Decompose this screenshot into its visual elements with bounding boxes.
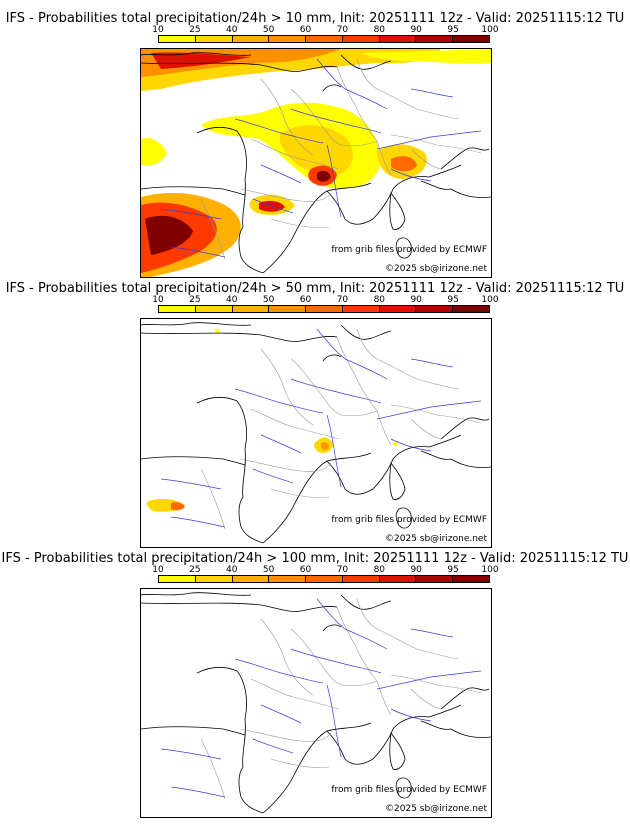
colorbar-segment xyxy=(453,576,490,582)
map-svg xyxy=(141,49,491,277)
panel-title: IFS - Probabilities total precipitation/… xyxy=(5,11,625,26)
precip-area-west-coast xyxy=(141,137,167,166)
colorbar-segment xyxy=(269,576,307,582)
colorbar-segment xyxy=(269,306,307,312)
copyright: ©2025 sb@irizone.net xyxy=(385,804,487,814)
precip-map[interactable]: from grib files provided by ECMWF ©2025 … xyxy=(140,588,492,818)
tick-label: 100 xyxy=(481,25,499,35)
colorbar-segment xyxy=(195,306,233,312)
tick-label: 90 xyxy=(410,25,422,35)
tick-label: 10 xyxy=(152,565,164,575)
tick-label: 50 xyxy=(262,565,275,575)
precip-area-southeast-core xyxy=(391,156,417,172)
colorbar-segment xyxy=(342,306,380,312)
source-credit: from grib files provided by ECMWF xyxy=(331,785,487,795)
panel-title: IFS - Probabilities total precipitation/… xyxy=(5,281,625,296)
colorbar-segment xyxy=(379,576,417,582)
colorbar-segment xyxy=(416,36,454,42)
colorbar xyxy=(158,35,490,43)
colorbar-segment xyxy=(453,36,490,42)
source-credit: from grib files provided by ECMWF xyxy=(331,245,487,255)
tick-label: 70 xyxy=(336,565,349,575)
colorbar-segment xyxy=(416,576,454,582)
tick-label: 10 xyxy=(152,25,164,35)
tick-label: 70 xyxy=(336,25,349,35)
colorbar-segment xyxy=(232,576,270,582)
tick-label: 60 xyxy=(299,565,312,575)
colorbar xyxy=(158,575,490,583)
colorbar-segment xyxy=(195,576,233,582)
colorbar-ticks: 10 25 40 50 60 70 80 90 95 100 xyxy=(152,295,498,305)
colorbar-segment xyxy=(453,306,490,312)
tick-label: 60 xyxy=(299,295,312,305)
colorbar-segment xyxy=(159,36,196,42)
tick-label: 40 xyxy=(226,25,238,35)
tick-label: 90 xyxy=(410,565,422,575)
tick-label: 80 xyxy=(373,565,386,575)
tick-label: 95 xyxy=(447,565,459,575)
colorbar-segment xyxy=(416,306,454,312)
copyright: ©2025 sb@irizone.net xyxy=(385,264,487,274)
tick-label: 100 xyxy=(481,565,499,575)
precip-area-central-max xyxy=(317,170,331,182)
map-svg xyxy=(141,592,491,814)
tick-label: 10 xyxy=(152,295,164,305)
colorbar-ticks: 10 25 40 50 60 70 80 90 95 100 xyxy=(152,565,498,575)
colorbar-ticks: 10 25 40 50 60 70 80 90 95 100 xyxy=(152,25,498,35)
colorbar-segment xyxy=(306,576,343,582)
precip-area-southwest-core xyxy=(171,502,185,511)
tick-label: 90 xyxy=(410,295,422,305)
tick-label: 70 xyxy=(336,295,349,305)
precip-area-southeast xyxy=(393,442,398,447)
tick-label: 95 xyxy=(447,25,459,35)
colorbar-segment xyxy=(159,306,196,312)
tick-label: 50 xyxy=(262,25,275,35)
colorbar-segment xyxy=(306,36,343,42)
tick-label: 25 xyxy=(189,565,201,575)
precip-area-northeast xyxy=(361,49,491,64)
source-credit: from grib files provided by ECMWF xyxy=(331,515,487,525)
precip-area-central-core xyxy=(321,442,329,450)
colorbar-segment xyxy=(269,36,307,42)
tick-label: 80 xyxy=(373,25,386,35)
precip-fields xyxy=(146,328,398,512)
colorbar-segment xyxy=(342,36,380,42)
precip-area-southwest-max xyxy=(145,215,193,255)
precip-map[interactable]: from grib files provided by ECMWF ©2025 … xyxy=(140,48,492,278)
copyright: ©2025 sb@irizone.net xyxy=(385,534,487,544)
precip-area-north-max xyxy=(151,52,251,69)
colorbar-segment xyxy=(195,36,233,42)
tick-label: 50 xyxy=(262,295,275,305)
colorbar-segment xyxy=(379,306,417,312)
precip-map[interactable]: from grib files provided by ECMWF ©2025 … xyxy=(140,318,492,548)
tick-label: 60 xyxy=(299,25,312,35)
colorbar xyxy=(158,305,490,313)
precip-area-northwest xyxy=(215,328,220,334)
tick-label: 100 xyxy=(481,295,499,305)
tick-label: 25 xyxy=(189,25,201,35)
tick-label: 95 xyxy=(447,295,459,305)
colorbar-segment xyxy=(232,36,270,42)
precip-fields xyxy=(141,49,491,277)
colorbar-segment xyxy=(379,36,417,42)
panel-title: IFS - Probabilities total precipitation/… xyxy=(1,551,629,566)
map-svg xyxy=(141,322,491,544)
tick-label: 40 xyxy=(226,565,238,575)
colorbar-segment xyxy=(306,306,343,312)
colorbar-segment xyxy=(159,576,196,582)
tick-label: 25 xyxy=(189,295,201,305)
colorbar-segment xyxy=(342,576,380,582)
tick-label: 40 xyxy=(226,295,238,305)
tick-label: 80 xyxy=(373,295,386,305)
colorbar-segment xyxy=(232,306,270,312)
